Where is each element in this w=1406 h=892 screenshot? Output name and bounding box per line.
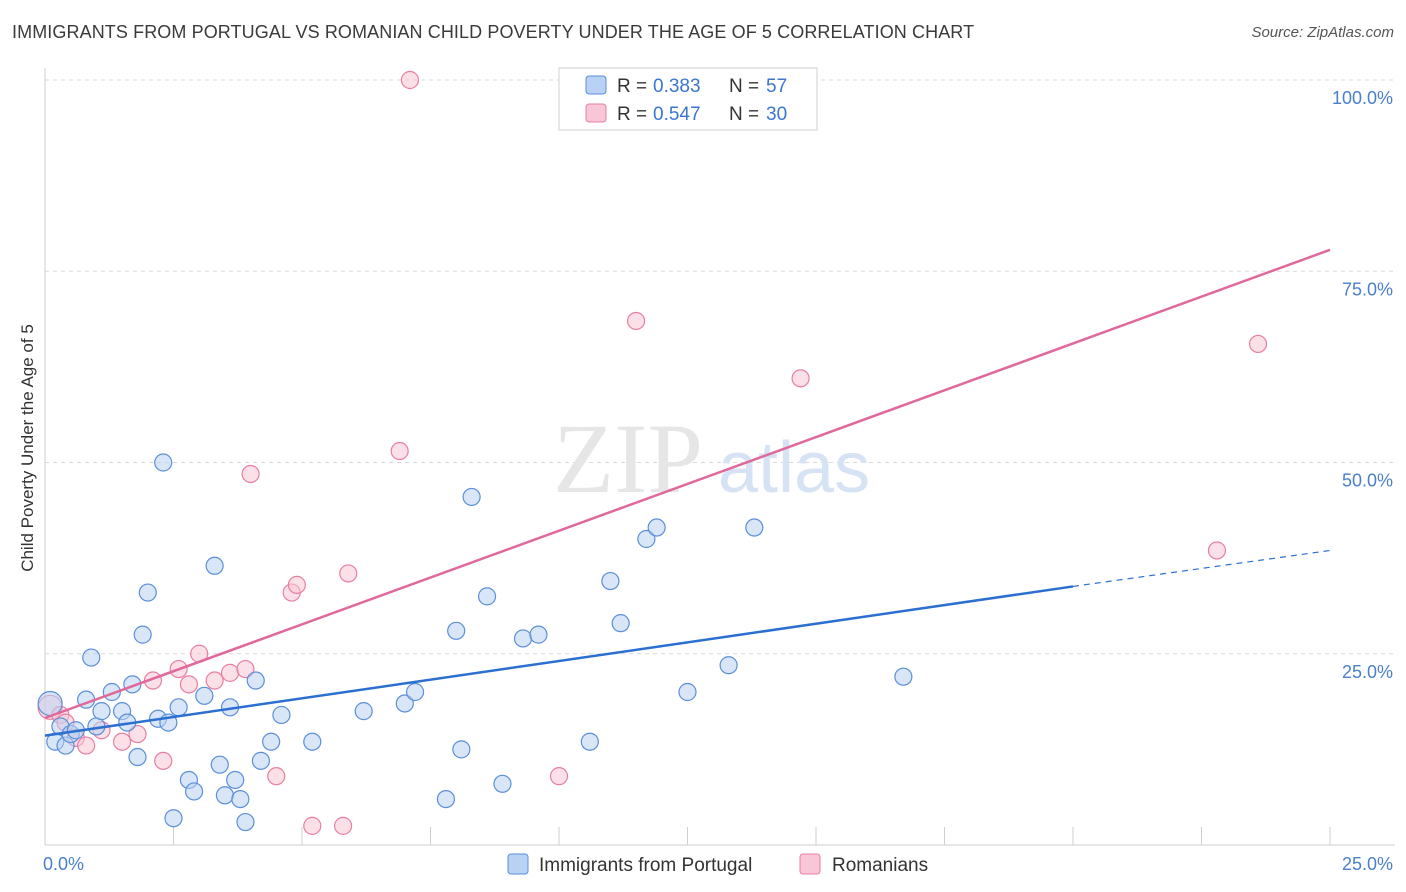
portugal-point-30 <box>231 789 250 809</box>
x-tick-label-1: 25.0% <box>1342 854 1393 874</box>
watermark: ZIP atlas <box>553 403 870 514</box>
romanians-point-29 <box>1248 334 1268 354</box>
portugal-point-47 <box>529 625 548 644</box>
romanians-point-6 <box>112 732 132 751</box>
portugal-point-37 <box>354 702 373 721</box>
romanians-point-9 <box>154 751 173 770</box>
y-tick-label-2: 75.0% <box>1342 279 1393 299</box>
portugal-point-49 <box>601 571 620 591</box>
portugal-point-32 <box>246 671 265 690</box>
legend-swatch-pink <box>585 103 607 123</box>
portugal-point-39 <box>405 682 425 702</box>
legend-swatch-blue <box>585 75 607 95</box>
portugal-point-14 <box>128 747 147 767</box>
romanians-point-13 <box>205 671 224 690</box>
portugal-point-16 <box>138 583 157 602</box>
y-tick-label-3: 100.0% <box>1332 88 1393 108</box>
y-tick-label-1: 50.0% <box>1342 471 1393 491</box>
romanians-point-14 <box>220 663 240 682</box>
trend-lines <box>44 248 1331 737</box>
portugal-point-21 <box>169 698 188 717</box>
trend-line-portugal-extension <box>1072 549 1331 588</box>
portugal-point-38 <box>395 694 414 713</box>
portugal-point-34 <box>262 732 281 751</box>
romanians-point-24 <box>400 70 420 90</box>
legend-r-label-pink: R = <box>617 104 647 125</box>
portugal-point-27 <box>215 786 234 805</box>
series-portugal <box>37 453 913 832</box>
portugal-point-45 <box>493 774 512 793</box>
trend-line-romanians <box>44 248 1331 720</box>
portugal-point-55 <box>745 518 764 537</box>
grid <box>45 79 1395 655</box>
romanians-point-7 <box>128 724 147 744</box>
romanians-point-4 <box>77 736 96 755</box>
portugal-point-53 <box>678 682 697 702</box>
legend-n-label-pink: N = <box>729 104 759 125</box>
romanians-point-27 <box>791 369 810 388</box>
romanians-point-26 <box>626 311 646 331</box>
romanians-point-21 <box>334 816 353 835</box>
romanians-point-20 <box>303 816 322 835</box>
romanians-point-19 <box>287 575 306 595</box>
source-label: Source: ZipAtlas.com <box>1251 24 1394 41</box>
bottom-legend: Immigrants from Portugal Romanians <box>507 853 928 876</box>
romanians-point-22 <box>339 564 358 583</box>
x-tick-label-0: 0.0% <box>43 854 84 874</box>
portugal-point-33 <box>251 751 270 770</box>
tick-labels: 25.0% 50.0% 75.0% 100.0% 0.0% 25.0% <box>43 88 1393 874</box>
bottom-legend-swatch-blue <box>507 853 529 875</box>
legend-r-value-pink: 0.547 <box>653 104 701 125</box>
bottom-legend-label-blue: Immigrants from Portugal <box>539 855 752 876</box>
y-tick-label-0: 25.0% <box>1342 662 1393 682</box>
portugal-point-36 <box>303 732 322 751</box>
romanians-point-15 <box>236 659 255 679</box>
portugal-point-15 <box>133 625 152 644</box>
romanians-point-25 <box>549 767 569 786</box>
portugal-point-43 <box>462 487 481 507</box>
portugal-point-42 <box>452 740 471 759</box>
legend-box: R = 0.383 N = 57 R = 0.547 N = 30 <box>558 67 818 131</box>
watermark-atlas: atlas <box>718 428 870 508</box>
legend-n-value-pink: 30 <box>766 104 787 125</box>
portugal-point-52 <box>647 518 666 537</box>
romanians-point-23 <box>390 441 409 461</box>
portugal-point-26 <box>210 755 229 774</box>
portugal-point-20 <box>164 809 183 828</box>
portugal-point-31 <box>236 812 255 832</box>
watermark-zip: ZIP <box>553 403 703 514</box>
romanians-point-17 <box>267 767 286 786</box>
trend-line-portugal <box>44 585 1074 737</box>
legend-n-label-blue: N = <box>729 76 759 97</box>
portugal-point-44 <box>477 587 497 606</box>
portugal-point-40 <box>436 789 456 809</box>
portugal-point-18 <box>154 453 173 472</box>
bottom-legend-label-pink: Romanians <box>832 855 928 876</box>
portugal-point-48 <box>580 732 599 751</box>
romanians-point-16 <box>241 464 260 484</box>
portugal-point-50 <box>611 614 630 633</box>
portugal-point-51 <box>637 529 656 549</box>
legend-r-value-blue: 0.383 <box>653 76 701 97</box>
portugal-point-56 <box>894 667 913 686</box>
portugal-point-23 <box>184 782 204 801</box>
portugal-point-9 <box>92 702 111 721</box>
portugal-point-41 <box>447 621 466 640</box>
legend-r-label-blue: R = <box>617 76 647 97</box>
romanians-point-11 <box>179 675 199 694</box>
chart-title: IMMIGRANTS FROM PORTUGAL VS ROMANIAN CHI… <box>12 22 975 42</box>
portugal-point-54 <box>719 656 738 675</box>
portugal-point-46 <box>513 629 533 648</box>
portugal-point-25 <box>205 556 224 575</box>
romanians-point-28 <box>1207 541 1227 560</box>
portugal-point-7 <box>82 648 101 667</box>
portugal-point-24 <box>195 686 214 705</box>
bottom-legend-swatch-pink <box>799 853 821 875</box>
portugal-point-29 <box>226 770 245 790</box>
legend-n-value-blue: 57 <box>766 76 787 97</box>
portugal-point-35 <box>272 705 291 725</box>
